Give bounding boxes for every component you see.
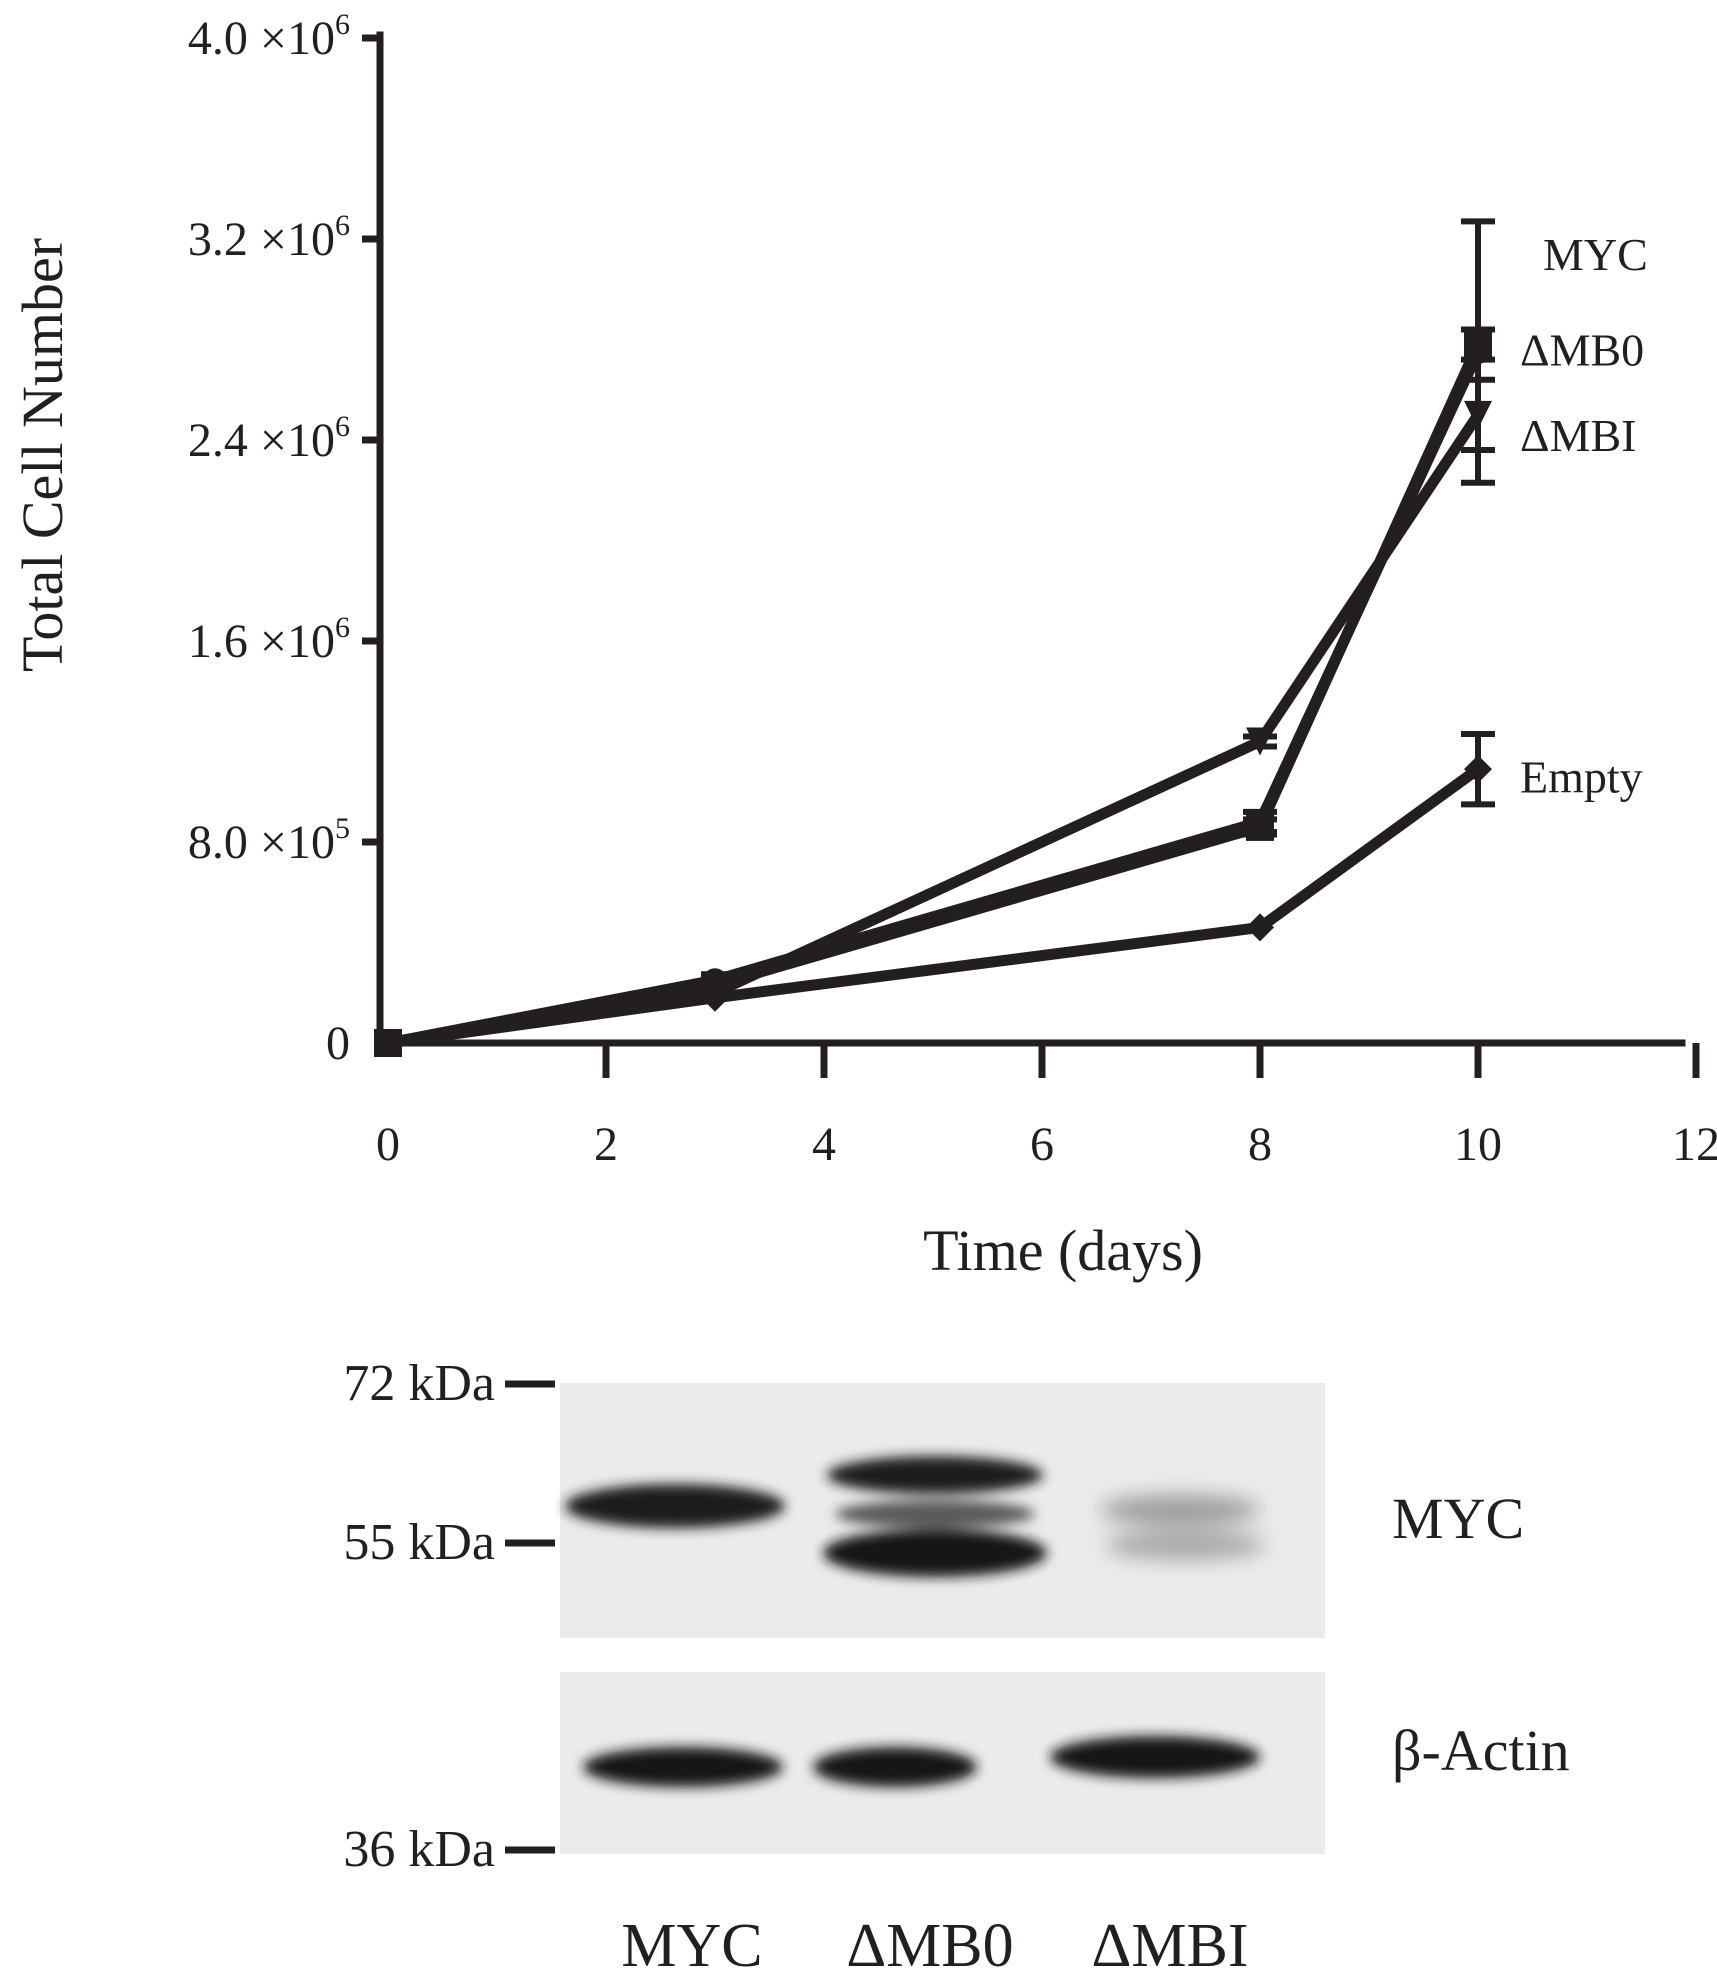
x-tick-label-3: 6 <box>1030 1118 1054 1171</box>
x-tick-label-5: 10 <box>1454 1118 1502 1171</box>
band-actin-lane2 <box>813 1747 977 1787</box>
series-line-2 <box>382 409 1484 1049</box>
y-tick-exponent-4: 6 <box>335 209 350 242</box>
y-tick-label-5: 4.0 ×106 <box>188 8 350 65</box>
series-label-2: ΔMBI <box>1520 410 1636 461</box>
band-mbi-lane3-lower <box>1105 1530 1265 1560</box>
growth-chart: 0 8.0 ×105 1.6 ×106 2.4 ×106 3.2 ×106 4.0 ×10… <box>10 8 1717 1283</box>
blot-row-label-actin: β-Actin <box>1392 1718 1570 1783</box>
marker-2-2 <box>1246 727 1274 756</box>
band-actin-lane1 <box>583 1747 783 1787</box>
mw-label-55: 55 kDa <box>343 1514 495 1571</box>
y-axis-ticks: 0 8.0 ×105 1.6 ×106 2.4 ×106 3.2 ×106 4.0 ×10… <box>188 8 380 1070</box>
y-tick-label-2: 1.6 ×106 <box>188 611 350 668</box>
y-tick-label-3: 2.4 ×106 <box>188 410 350 467</box>
y-tick-label-1: 8.0 ×105 <box>188 812 350 869</box>
data-markers <box>374 330 1492 1057</box>
x-tick-label-0: 0 <box>376 1118 400 1171</box>
actin-bands <box>583 1736 1260 1787</box>
x-tick-label-4: 8 <box>1248 1118 1272 1171</box>
band-myc-lane1 <box>565 1484 785 1528</box>
marker-1-3 <box>1464 330 1492 359</box>
band-mbi-lane3-upper <box>1100 1495 1260 1525</box>
x-tick-label-2: 4 <box>812 1118 836 1171</box>
western-blot: 72 kDa 55 kDa 36 kDa MYC β-Actin MYC ΔMB… <box>343 1355 1569 1980</box>
y-tick-exponent-3: 6 <box>335 410 350 443</box>
y-tick-exponent-5: 6 <box>335 8 350 41</box>
band-actin-lane3 <box>1050 1736 1260 1778</box>
error-bars <box>1243 218 1495 838</box>
marker-3-3 <box>1464 755 1492 784</box>
marker-1-2 <box>1246 812 1274 841</box>
series-line-3 <box>382 763 1484 1049</box>
band-mb0-lane2-smear <box>835 1500 1035 1528</box>
mbi-bands <box>1100 1495 1265 1560</box>
y-axis-title: Total Cell Number <box>10 238 75 672</box>
mw-label-72: 72 kDa <box>343 1355 495 1412</box>
myc-bands <box>565 1456 1047 1577</box>
y-tick-exponent-1: 5 <box>335 812 350 845</box>
band-mb0-lane2-lower <box>823 1529 1047 1577</box>
x-axis-ticks: 0 2 4 6 8 10 12 <box>376 1043 1717 1171</box>
x-axis-title: Time (days) <box>923 1218 1203 1283</box>
marker-3-1 <box>701 983 729 1012</box>
marker-3-2 <box>1246 913 1274 942</box>
band-mb0-lane2-upper <box>827 1456 1043 1494</box>
lane-label-mb0: ΔMB0 <box>846 1912 1013 1980</box>
blot-row-label-myc: MYC <box>1392 1486 1524 1551</box>
series-line-1 <box>382 339 1484 1049</box>
series-label-3: Empty <box>1520 752 1643 803</box>
lane-label-myc: MYC <box>621 1912 762 1980</box>
x-tick-label-1: 2 <box>594 1118 618 1171</box>
series-label-1: ΔMB0 <box>1520 325 1644 376</box>
series-lines <box>382 339 1484 1049</box>
y-tick-label-0: 0 <box>326 1017 350 1070</box>
x-tick-label-6: 12 <box>1672 1118 1717 1171</box>
lane-label-mbi: ΔMBI <box>1092 1912 1249 1980</box>
series-label-0: MYC <box>1543 229 1648 280</box>
marker-2-3 <box>1464 400 1492 429</box>
series-labels: MYC ΔMB0 ΔMBI Empty <box>1520 229 1648 803</box>
mw-label-36: 36 kDa <box>343 1821 495 1878</box>
marker-3-0 <box>374 1029 402 1057</box>
y-tick-exponent-2: 6 <box>335 611 350 644</box>
y-tick-label-4: 3.2 ×106 <box>188 209 350 266</box>
